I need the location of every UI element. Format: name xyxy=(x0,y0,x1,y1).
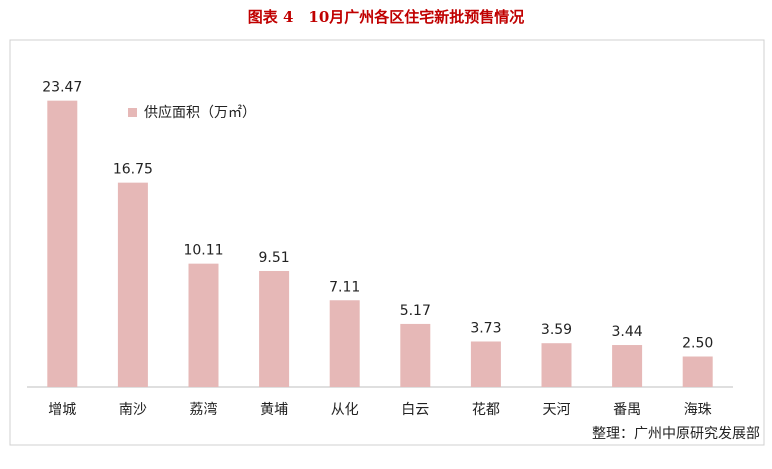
value-label: 7.11 xyxy=(329,279,360,295)
bar xyxy=(259,270,290,387)
source-note: 整理：广州中原研究发展部 xyxy=(592,426,760,442)
x-tick-label: 白云 xyxy=(401,402,429,418)
x-tick-label: 花都 xyxy=(472,402,500,418)
bar xyxy=(541,343,572,387)
chart-title: 图表 4 10月广州各区住宅新批预售情况 xyxy=(248,8,525,26)
value-label: 23.47 xyxy=(42,80,82,96)
bar xyxy=(117,182,148,387)
x-tick-label: 天河 xyxy=(543,402,571,418)
x-tick-label: 海珠 xyxy=(684,402,712,418)
bar xyxy=(400,323,431,387)
bar xyxy=(470,341,501,387)
bar xyxy=(612,345,643,387)
x-tick-label: 番禺 xyxy=(613,402,641,418)
bar xyxy=(329,300,360,387)
value-label: 2.50 xyxy=(682,336,713,352)
x-tick-label: 荔湾 xyxy=(190,401,218,418)
value-label: 5.17 xyxy=(400,303,431,319)
value-label: 3.44 xyxy=(612,324,643,340)
x-tick-label: 从化 xyxy=(331,402,359,418)
legend-label: 供应面积（万㎡） xyxy=(144,104,256,121)
value-label: 9.51 xyxy=(259,250,290,266)
value-label: 3.73 xyxy=(470,320,501,336)
value-label: 10.11 xyxy=(183,243,223,259)
legend-swatch xyxy=(128,108,137,117)
bar xyxy=(188,263,219,387)
frame xyxy=(9,39,765,446)
bar xyxy=(47,100,78,387)
x-tick-label: 增城 xyxy=(48,402,76,418)
bar xyxy=(682,356,713,387)
value-label: 16.75 xyxy=(113,162,153,178)
x-tick-label: 南沙 xyxy=(119,402,147,418)
x-tick-label: 黄埔 xyxy=(260,401,288,418)
value-label: 3.59 xyxy=(541,322,572,338)
